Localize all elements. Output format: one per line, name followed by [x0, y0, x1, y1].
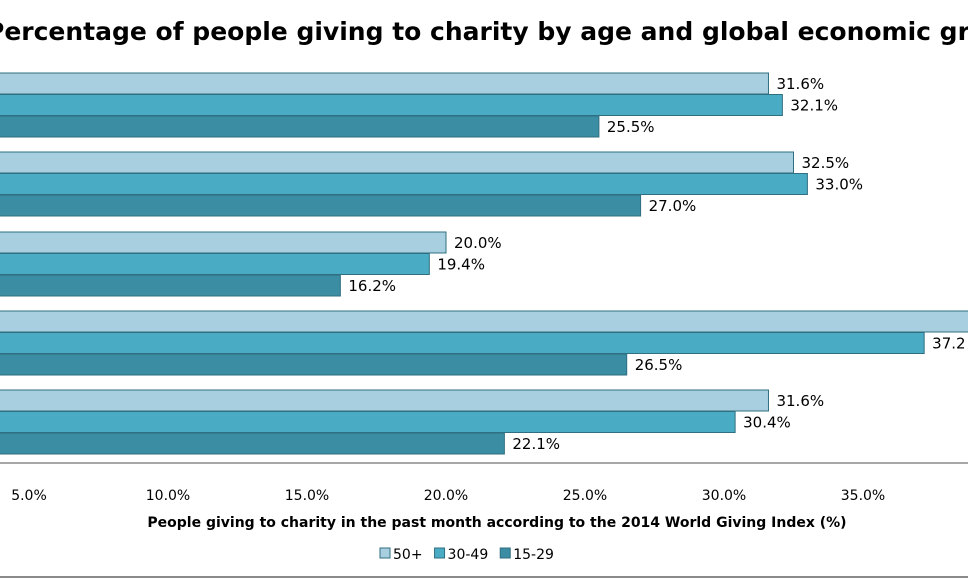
legend-swatch: [434, 547, 446, 559]
x-tick-label: 10.0%: [146, 488, 190, 504]
bar-50+-0: [0, 72, 769, 95]
x-tick-label: 30.0%: [702, 488, 746, 504]
bar-30-49-1: [0, 173, 808, 195]
bar-30-49-0: [0, 94, 783, 116]
x-axis-title: People giving to charity in the past mon…: [147, 515, 846, 531]
data-label: 25.5%: [607, 118, 655, 136]
bar-50+-3: [0, 310, 968, 333]
x-tick-label: 35.0%: [841, 488, 885, 504]
legend-swatch: [379, 547, 391, 559]
bar-30-49-3: [0, 332, 925, 354]
data-label: 22.1%: [512, 435, 560, 453]
data-label: 19.4%: [437, 256, 485, 274]
data-label: 27.0%: [649, 197, 697, 215]
bar-15-29-1: [0, 194, 642, 217]
x-tick-label: 15.0%: [285, 488, 329, 504]
bar-50+-4: [0, 389, 769, 412]
data-label: 20.0%: [454, 234, 502, 252]
data-label: 37.2: [932, 335, 965, 353]
chart-title: Percentage of people giving to charity b…: [0, 17, 968, 46]
legend: 50+ 30-49 15-29: [379, 547, 554, 563]
bar-15-29-3: [0, 353, 628, 376]
bar-30-49-4: [0, 411, 736, 433]
data-label: 32.5%: [802, 154, 850, 172]
legend-label: 15-29: [513, 547, 554, 563]
x-tick-label: 5.0%: [11, 488, 47, 504]
bar-30-49-2: [0, 253, 430, 275]
data-label: 26.5%: [635, 356, 683, 374]
data-label: 31.6%: [776, 392, 824, 410]
data-label: 30.4%: [743, 414, 791, 432]
legend-label: 50+: [393, 547, 423, 563]
data-label: 33.0%: [815, 176, 863, 194]
data-label: 31.6%: [776, 75, 824, 93]
legend-swatch: [499, 547, 511, 559]
data-label: 32.1%: [790, 97, 838, 115]
bar-15-29-0: [0, 115, 600, 138]
x-tick-label: 25.0%: [563, 488, 607, 504]
bar-15-29-2: [0, 274, 341, 297]
bar-50+-2: [0, 231, 447, 254]
bar-15-29-4: [0, 432, 505, 455]
x-tick-label: 20.0%: [424, 488, 468, 504]
legend-label: 30-49: [448, 547, 489, 563]
data-label: 16.2%: [348, 277, 396, 295]
bar-50+-1: [0, 151, 794, 174]
